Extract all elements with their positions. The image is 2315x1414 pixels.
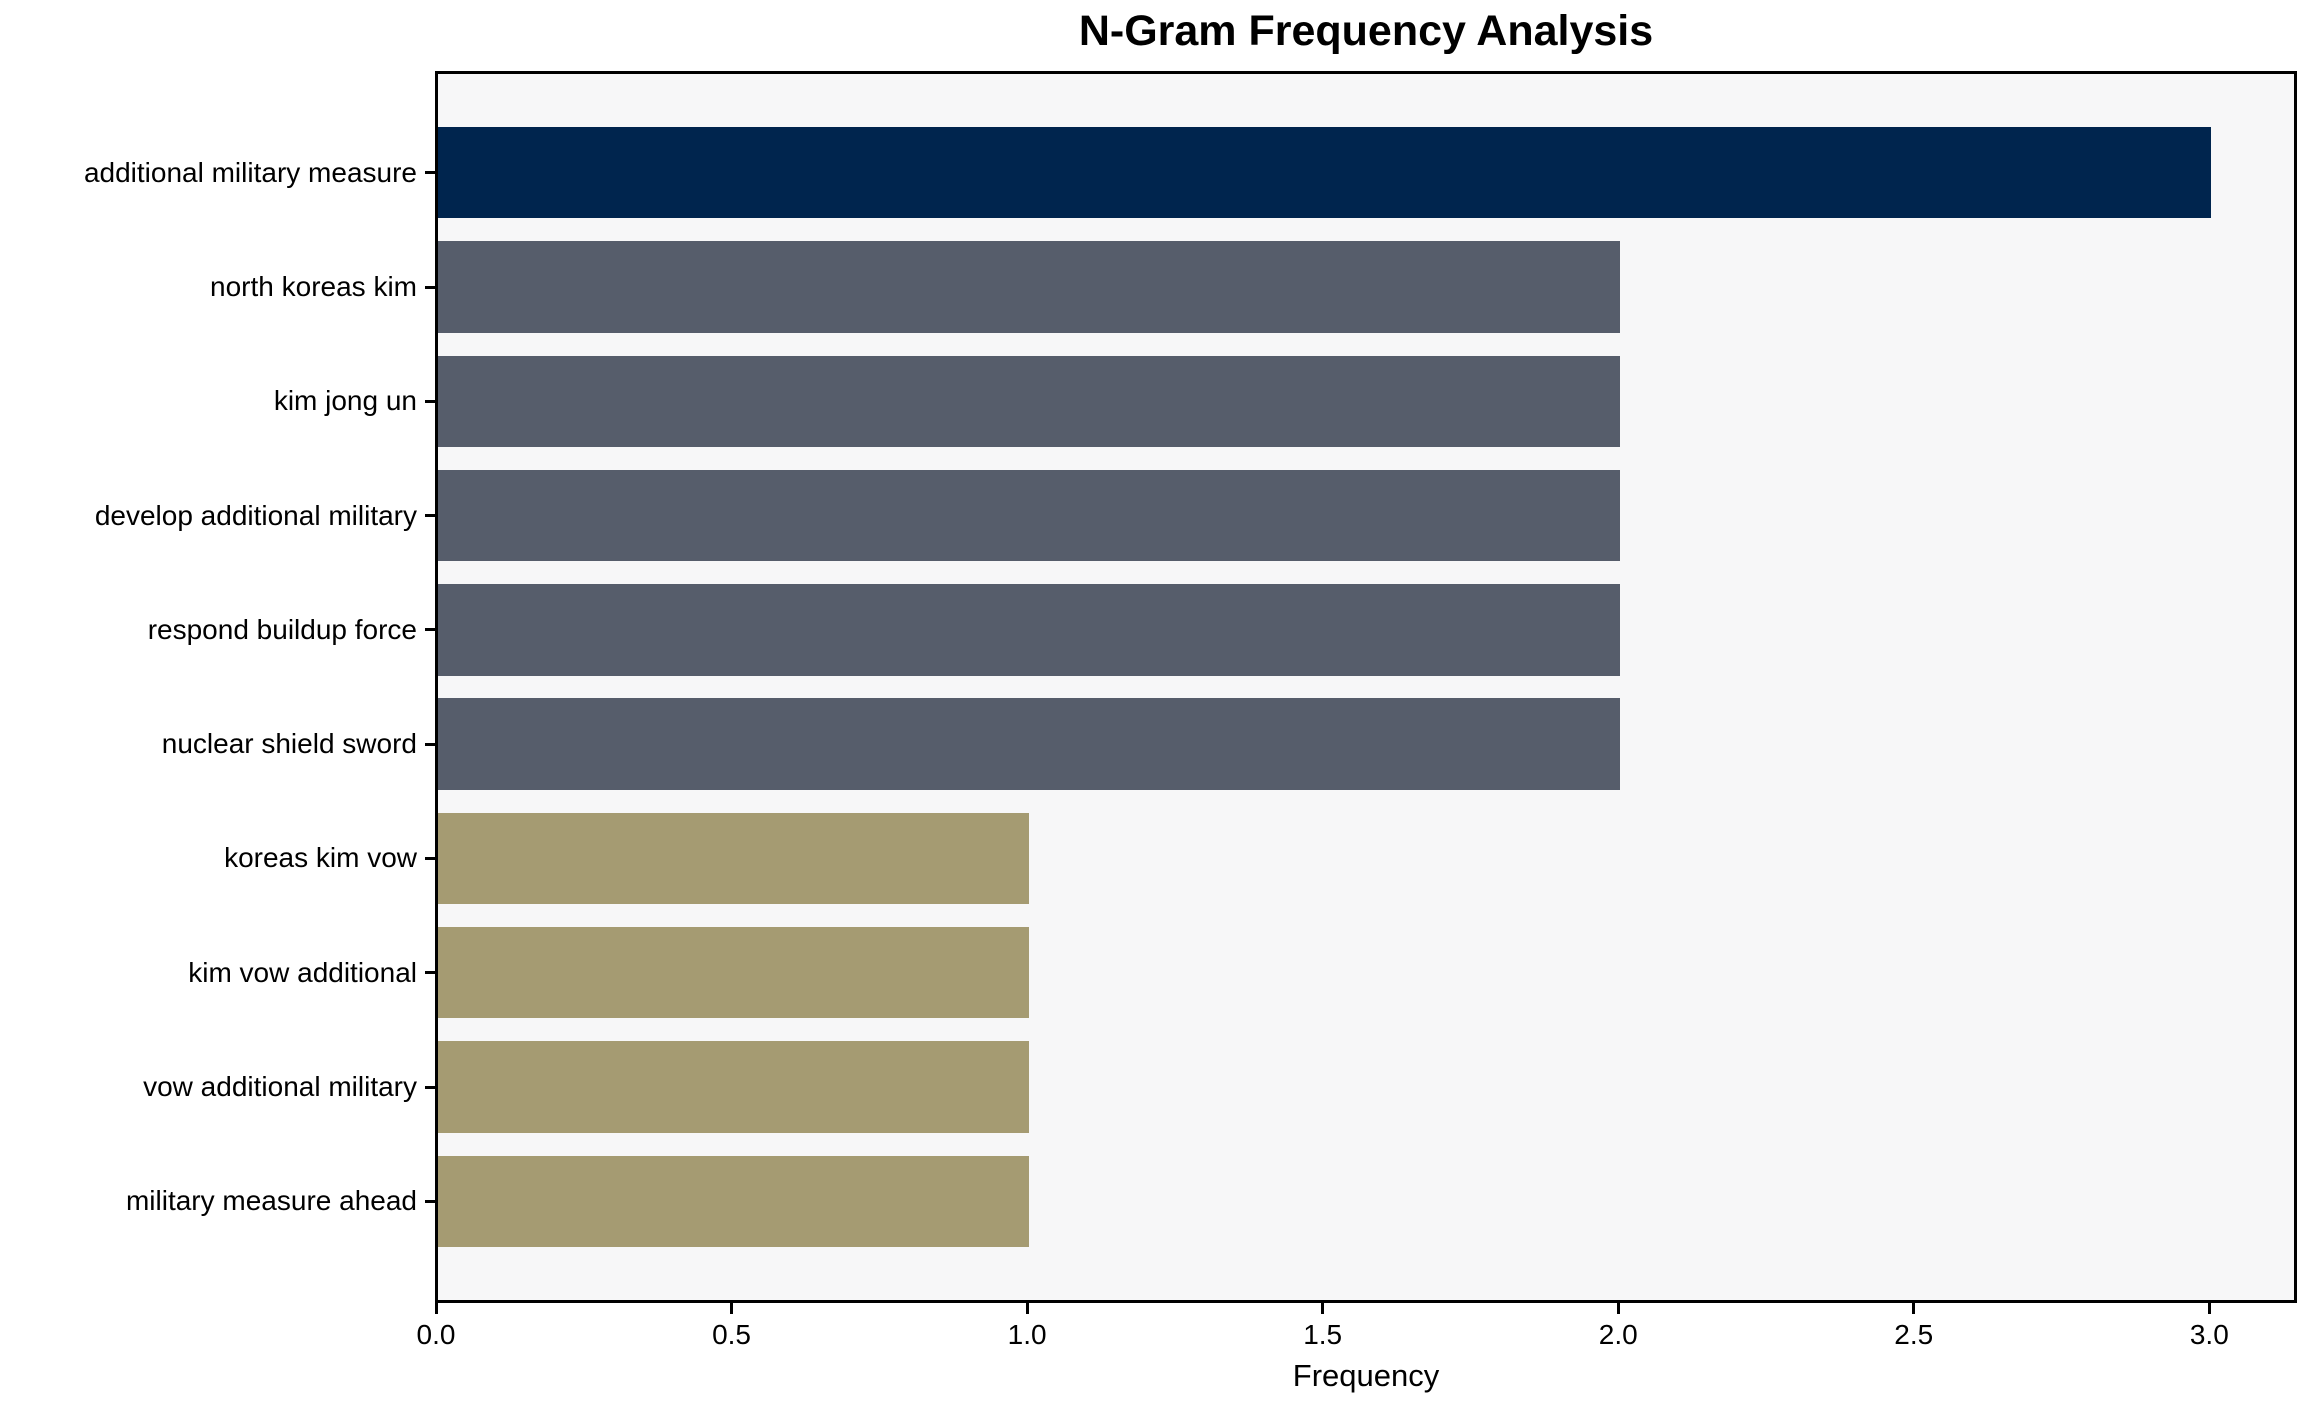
bar: [438, 355, 1621, 447]
y-tick-label: respond buildup force: [147, 613, 417, 645]
x-tick-mark: [1616, 1303, 1620, 1314]
bar: [438, 127, 2212, 219]
bar: [438, 812, 1030, 905]
y-tick-label: vow additional military: [143, 1071, 417, 1102]
x-axis-label: Frequency: [1292, 1358, 1440, 1393]
bar: [438, 584, 1621, 676]
y-tick-mark: [425, 171, 435, 175]
x-tick-mark: [2207, 1303, 2211, 1314]
y-tick-label: military measure ahead: [125, 1185, 417, 1217]
y-tick-label: develop additional military: [94, 499, 417, 531]
y-tick-mark: [425, 285, 435, 289]
x-tick-label: 2.0: [1598, 1319, 1638, 1350]
x-tick-mark: [1321, 1303, 1325, 1314]
x-tick-label: 0.5: [712, 1319, 752, 1350]
x-tick-label: 3.0: [2189, 1319, 2229, 1350]
bar: [438, 1041, 1030, 1133]
y-tick-label: additional military measure: [83, 156, 417, 188]
y-tick-label: koreas kim vow: [224, 842, 417, 874]
y-tick-mark: [425, 514, 435, 518]
y-tick-mark: [425, 856, 435, 860]
bar: [438, 241, 1621, 333]
y-tick-mark: [425, 742, 435, 746]
x-tick-mark: [730, 1303, 734, 1314]
y-tick-mark: [425, 628, 435, 632]
y-tick-mark: [425, 971, 435, 975]
y-tick-mark: [425, 1199, 435, 1203]
y-tick-label: kim jong un: [273, 385, 417, 417]
y-tick-mark: [425, 399, 435, 403]
y-tick-mark: [425, 1085, 435, 1089]
x-tick-label: 0.0: [416, 1319, 456, 1350]
bar: [438, 927, 1030, 1019]
x-tick-label: 1.0: [1007, 1319, 1047, 1350]
x-tick-mark: [1025, 1303, 1029, 1314]
bar: [438, 698, 1621, 790]
y-tick-label: nuclear shield sword: [161, 728, 417, 760]
x-tick-label: 1.5: [1303, 1319, 1343, 1350]
y-tick-label: north koreas kim: [210, 271, 417, 302]
x-tick-label: 2.5: [1894, 1319, 1934, 1350]
y-tick-label: kim vow additional: [188, 956, 417, 988]
bar: [438, 469, 1621, 562]
chart-title: N-Gram Frequency Analysis: [1078, 7, 1654, 55]
bar: [438, 1155, 1030, 1247]
x-tick-mark: [1912, 1303, 1916, 1314]
x-tick-mark: [434, 1303, 438, 1314]
